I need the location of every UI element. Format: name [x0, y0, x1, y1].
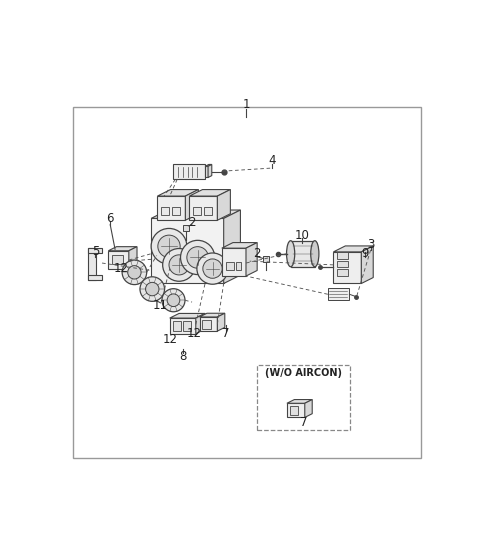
Circle shape — [140, 277, 165, 301]
Circle shape — [203, 259, 222, 278]
Polygon shape — [200, 313, 225, 317]
Bar — [173, 165, 205, 179]
Bar — [236, 262, 241, 270]
Circle shape — [163, 249, 195, 281]
Polygon shape — [185, 189, 198, 220]
Polygon shape — [217, 189, 230, 220]
Bar — [204, 207, 212, 216]
Text: 3: 3 — [367, 238, 374, 251]
Bar — [151, 218, 224, 284]
Circle shape — [197, 253, 228, 284]
Polygon shape — [108, 247, 137, 251]
Bar — [173, 321, 181, 331]
Bar — [157, 196, 185, 220]
Text: 7: 7 — [222, 327, 229, 340]
Bar — [88, 248, 102, 253]
Polygon shape — [217, 313, 225, 331]
Text: 1: 1 — [242, 99, 250, 111]
Bar — [190, 196, 217, 220]
Circle shape — [162, 289, 185, 312]
Ellipse shape — [311, 240, 319, 266]
Bar — [170, 318, 196, 334]
Text: 12: 12 — [114, 262, 129, 275]
Bar — [205, 166, 208, 177]
Polygon shape — [224, 210, 240, 284]
Polygon shape — [151, 210, 240, 218]
Bar — [226, 262, 234, 270]
Circle shape — [145, 283, 159, 296]
Text: (W/O AIRCON): (W/O AIRCON) — [265, 368, 342, 378]
Bar — [334, 252, 361, 284]
Text: 2: 2 — [253, 247, 261, 260]
Text: 2: 2 — [188, 216, 196, 229]
Bar — [193, 207, 202, 216]
Circle shape — [128, 265, 141, 279]
Bar — [222, 248, 246, 276]
Bar — [337, 269, 348, 276]
Circle shape — [158, 235, 180, 258]
Bar — [108, 251, 129, 269]
Polygon shape — [196, 314, 205, 334]
Bar — [183, 321, 192, 331]
Circle shape — [180, 240, 215, 275]
Circle shape — [151, 228, 187, 264]
Text: 11: 11 — [153, 299, 168, 312]
Polygon shape — [205, 165, 212, 166]
Bar — [88, 248, 96, 280]
Bar — [328, 288, 349, 300]
Bar — [337, 261, 348, 268]
Text: 10: 10 — [294, 229, 309, 242]
Circle shape — [169, 255, 189, 275]
Text: 12: 12 — [162, 333, 177, 346]
Bar — [290, 406, 298, 415]
Bar — [337, 252, 348, 259]
Bar — [287, 403, 305, 417]
Polygon shape — [157, 189, 198, 196]
Text: 5: 5 — [92, 245, 99, 258]
Text: 6: 6 — [107, 212, 114, 225]
Polygon shape — [222, 243, 257, 248]
Text: 8: 8 — [179, 350, 186, 362]
Text: 9: 9 — [361, 247, 369, 260]
Polygon shape — [208, 165, 212, 177]
Ellipse shape — [287, 240, 295, 266]
Polygon shape — [361, 246, 373, 284]
Text: 12: 12 — [186, 327, 202, 340]
Polygon shape — [287, 399, 312, 403]
Polygon shape — [305, 399, 312, 417]
Bar — [200, 317, 217, 331]
Circle shape — [167, 294, 180, 306]
Circle shape — [187, 247, 208, 268]
Bar — [161, 207, 169, 216]
Bar — [257, 365, 350, 430]
Bar — [290, 240, 315, 266]
Polygon shape — [334, 246, 373, 252]
Polygon shape — [190, 189, 230, 196]
Bar — [112, 255, 123, 264]
Circle shape — [122, 260, 147, 285]
Polygon shape — [170, 314, 205, 318]
Polygon shape — [129, 247, 137, 269]
Bar — [172, 207, 180, 216]
Text: 7: 7 — [300, 417, 307, 429]
Text: 4: 4 — [268, 154, 276, 167]
Bar — [203, 320, 211, 329]
Polygon shape — [246, 243, 257, 276]
Bar — [88, 275, 102, 280]
